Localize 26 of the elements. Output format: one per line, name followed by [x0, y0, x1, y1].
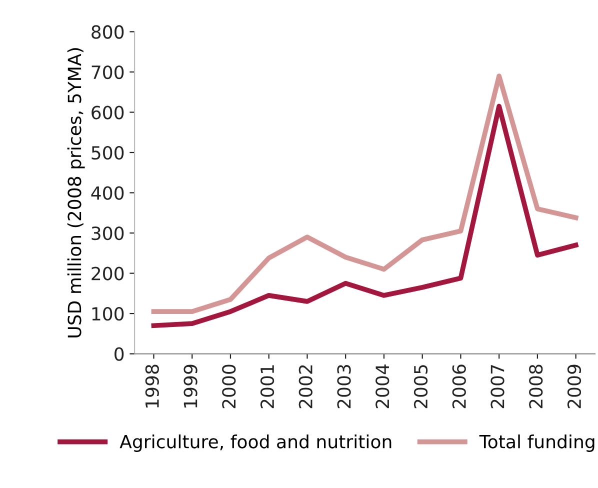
x-tick-label: 2009 — [567, 364, 582, 408]
y-tick-label: 100 — [92, 307, 124, 321]
x-tick-label: 2005 — [414, 365, 428, 408]
legend-label: Agriculture, food and nutrition — [120, 434, 392, 452]
line-series — [151, 104, 578, 328]
y-tick-label: 800 — [92, 25, 124, 39]
line-series — [151, 74, 578, 314]
x-tick-label: 2007 — [490, 365, 504, 408]
x-tick-label: 1999 — [184, 364, 198, 408]
x-tick-label: 2006 — [452, 364, 466, 408]
legend-label: Total funding — [479, 434, 594, 452]
y-tick-label: 200 — [92, 266, 124, 280]
x-tick-label: 2000 — [222, 364, 236, 408]
y-tick-label: 700 — [92, 65, 124, 80]
x-tick-label: 2003 — [337, 364, 351, 408]
x-tick-label: 2002 — [298, 365, 312, 408]
y-tick-label: 600 — [92, 106, 124, 120]
y-tick-label: 400 — [91, 186, 124, 200]
y-axis-title: USD million (2008 prices, 5YMA) — [67, 48, 85, 338]
x-tick-label: 2001 — [260, 365, 274, 408]
x-tick-label: 2004 — [376, 364, 390, 408]
x-tick-label: 1998 — [145, 364, 159, 408]
y-tick-label: 0 — [114, 347, 124, 361]
y-tick-label: 300 — [92, 226, 124, 240]
x-tick-label: 2008 — [529, 364, 543, 408]
y-tick-label: 500 — [92, 146, 124, 160]
